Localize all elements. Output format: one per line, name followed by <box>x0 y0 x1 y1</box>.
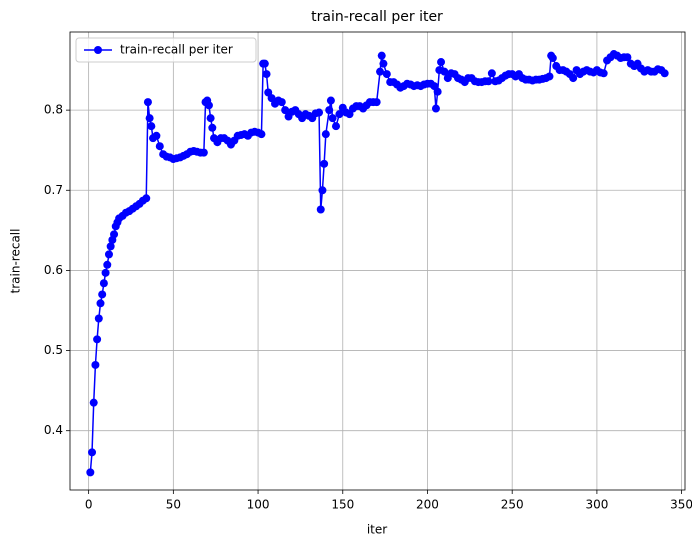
marker <box>372 98 381 107</box>
marker <box>431 104 440 113</box>
marker <box>326 96 335 105</box>
line <box>89 53 666 473</box>
marker <box>86 468 95 477</box>
marker <box>89 398 98 407</box>
marker <box>377 51 386 60</box>
marker <box>660 69 669 78</box>
marker <box>320 159 329 168</box>
marker <box>277 98 286 107</box>
marker <box>152 131 161 140</box>
x-tick-label: 250 <box>501 498 524 512</box>
marker <box>94 314 103 323</box>
marker <box>91 360 100 369</box>
marker <box>599 69 608 78</box>
x-tick-label: 200 <box>416 498 439 512</box>
marker <box>98 290 107 299</box>
marker <box>93 335 102 344</box>
marker <box>316 205 325 214</box>
marker <box>257 130 266 139</box>
plot-frame <box>69 31 686 491</box>
marker <box>206 114 215 123</box>
marker <box>545 72 554 81</box>
marker <box>548 54 557 63</box>
y-tick-label: 0.5 <box>44 343 63 357</box>
marker <box>96 299 105 308</box>
marker <box>382 70 391 79</box>
x-tick-label: 300 <box>585 498 608 512</box>
legend-box <box>75 37 257 63</box>
x-tick-label: 0 <box>85 498 93 512</box>
marker <box>487 69 496 78</box>
marker <box>328 114 337 123</box>
marker <box>103 260 112 269</box>
marker <box>204 101 213 110</box>
y-tick-label: 0.4 <box>44 423 63 437</box>
marker <box>623 53 632 62</box>
marker <box>110 230 119 239</box>
chart-title: train-recall per iter <box>311 9 443 25</box>
x-tick-label: 50 <box>166 498 181 512</box>
marker <box>99 279 108 288</box>
marker <box>318 186 327 195</box>
marker <box>281 106 290 115</box>
marker <box>262 70 271 79</box>
marker <box>145 114 154 123</box>
marker <box>208 123 217 132</box>
y-axis-label: train-recall <box>9 229 23 294</box>
marker <box>101 268 110 277</box>
marker <box>433 87 442 96</box>
legend: train-recall per iter <box>75 37 257 63</box>
marker <box>315 108 324 117</box>
x-tick-label: 150 <box>331 498 354 512</box>
marker <box>484 77 493 86</box>
marker <box>569 74 578 83</box>
x-tick-label: 100 <box>247 498 270 512</box>
marker <box>321 130 330 139</box>
marker <box>335 110 344 119</box>
y-tick-label: 0.6 <box>44 263 63 277</box>
marker <box>376 67 385 76</box>
marker <box>379 59 388 68</box>
marker <box>147 122 156 131</box>
x-tick-label: 350 <box>670 498 692 512</box>
marker <box>155 142 164 151</box>
marker <box>331 122 340 131</box>
marker <box>199 148 208 157</box>
y-tick-label: 0.8 <box>44 103 63 117</box>
legend-label: train-recall per iter <box>120 43 233 57</box>
marker <box>88 448 97 457</box>
marker <box>260 59 269 68</box>
x-axis-label: iter <box>367 523 387 537</box>
marker <box>106 242 115 251</box>
marker <box>437 58 446 67</box>
marker <box>142 194 151 203</box>
legend-marker <box>94 46 102 54</box>
marker <box>143 98 152 107</box>
marker <box>325 106 334 115</box>
marker <box>440 67 449 76</box>
marker <box>104 250 113 259</box>
y-tick-label: 0.7 <box>44 183 63 197</box>
